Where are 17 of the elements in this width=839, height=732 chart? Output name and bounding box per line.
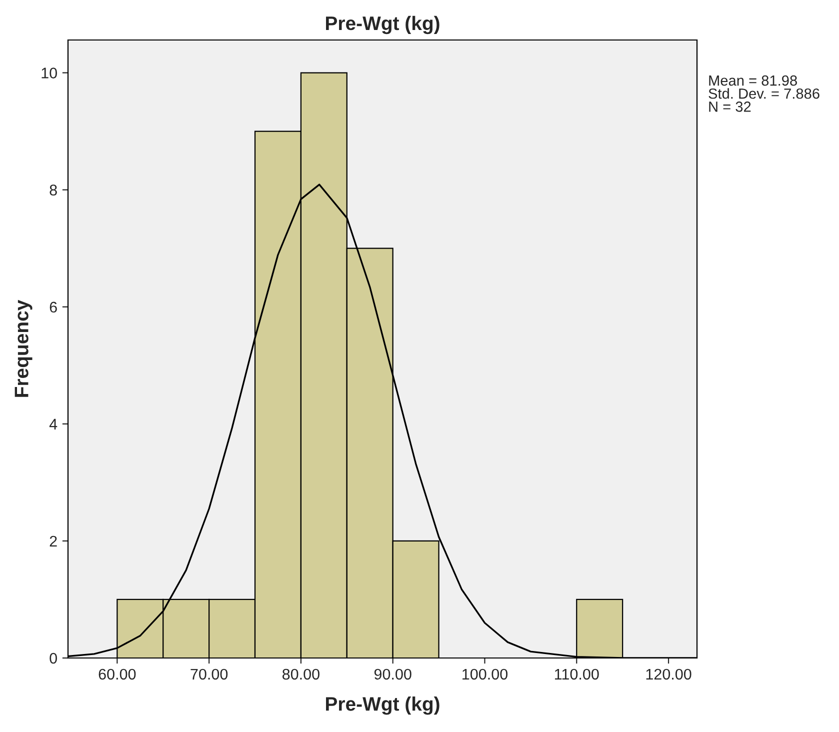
text: Mean = 81.98 Std. Dev. = 7.886 N = 32 [708, 75, 820, 112]
y-axis-title: Frequency [14, 300, 32, 397]
y-tick-label: 4 [49, 418, 58, 430]
x-tick-label: 60.00 [98, 668, 136, 680]
y-tick-label: 10 [42, 68, 57, 78]
x-tick-label: 110.00 [554, 668, 599, 680]
x-tick-label: 70.00 [190, 668, 228, 680]
y-tick-label: 8 [50, 184, 57, 196]
y-tick-label: 0 [50, 652, 57, 664]
y-tick-label: 2 [50, 536, 57, 546]
x-tick-label: 120.00 [646, 668, 692, 680]
chart-title: Pre-Wgt (kg) [326, 16, 440, 34]
x-tick-label: 80.00 [282, 668, 320, 680]
x-tick-label: 90.00 [374, 668, 412, 680]
y-tick-label: 6 [50, 302, 57, 313]
x-tick-label: 100.00 [462, 668, 508, 680]
x-axis-title: Pre-Wgt (kg) [326, 696, 440, 715]
